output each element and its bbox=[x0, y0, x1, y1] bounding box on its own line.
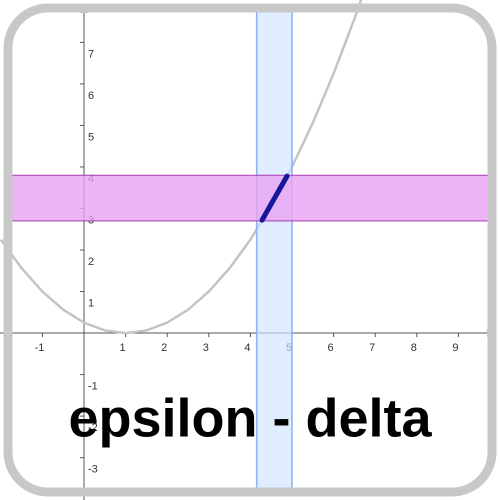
x-tick-label: 6 bbox=[328, 342, 334, 354]
chart-title: epsilon - delta bbox=[68, 388, 432, 448]
x-tick-label: 9 bbox=[452, 342, 458, 354]
x-tick-label: 1 bbox=[120, 342, 126, 354]
y-tick-label: 5 bbox=[88, 131, 94, 143]
y-tick-label: -1 bbox=[88, 381, 98, 393]
x-tick-label: -1 bbox=[35, 342, 45, 354]
x-tick-label: 2 bbox=[161, 342, 167, 354]
y-tick-label: 2 bbox=[88, 256, 94, 268]
curve bbox=[0, 0, 363, 335]
x-tick-label: 4 bbox=[244, 342, 250, 354]
y-tick-label: 1 bbox=[88, 298, 94, 310]
epsilon-band bbox=[7, 174, 493, 222]
x-tick-label: 8 bbox=[411, 342, 417, 354]
x-tick-label: 7 bbox=[369, 342, 375, 354]
frame bbox=[3, 3, 497, 497]
y-tick-label: -3 bbox=[88, 464, 98, 476]
segment bbox=[259, 173, 290, 223]
y-tick-label: 6 bbox=[88, 90, 94, 102]
y-tick-label: -2 bbox=[88, 422, 98, 434]
y-tick-label: 7 bbox=[88, 48, 94, 60]
x-tick-label: 3 bbox=[203, 342, 209, 354]
